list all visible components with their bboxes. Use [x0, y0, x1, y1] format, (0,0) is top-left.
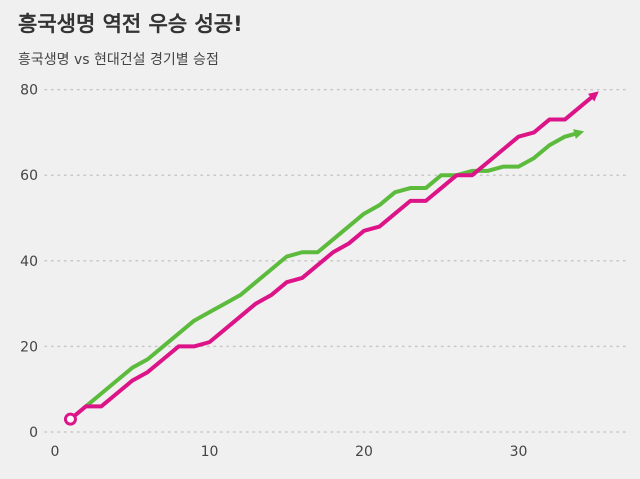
x-tick-label: 30	[510, 444, 528, 460]
x-tick-label: 0	[51, 444, 60, 460]
series-line-1	[69, 92, 598, 421]
y-tick-label: 60	[20, 168, 38, 184]
y-tick-label: 80	[20, 83, 38, 99]
arrow-head-icon	[587, 91, 599, 102]
arrow-head-icon	[573, 129, 585, 139]
y-tick-label: 40	[20, 254, 38, 270]
series-line-0	[84, 130, 581, 408]
x-tick-label: 10	[201, 444, 219, 460]
x-tick-label: 20	[355, 444, 373, 460]
start-marker	[63, 412, 77, 426]
chart-subtitle: 흥국생명 vs 현대건설 경기별 승점	[18, 52, 219, 68]
y-tick-label: 20	[20, 339, 38, 355]
y-tick-label: 0	[29, 425, 38, 441]
chart-title: 흥국생명 역전 우승 성공!	[18, 12, 243, 36]
